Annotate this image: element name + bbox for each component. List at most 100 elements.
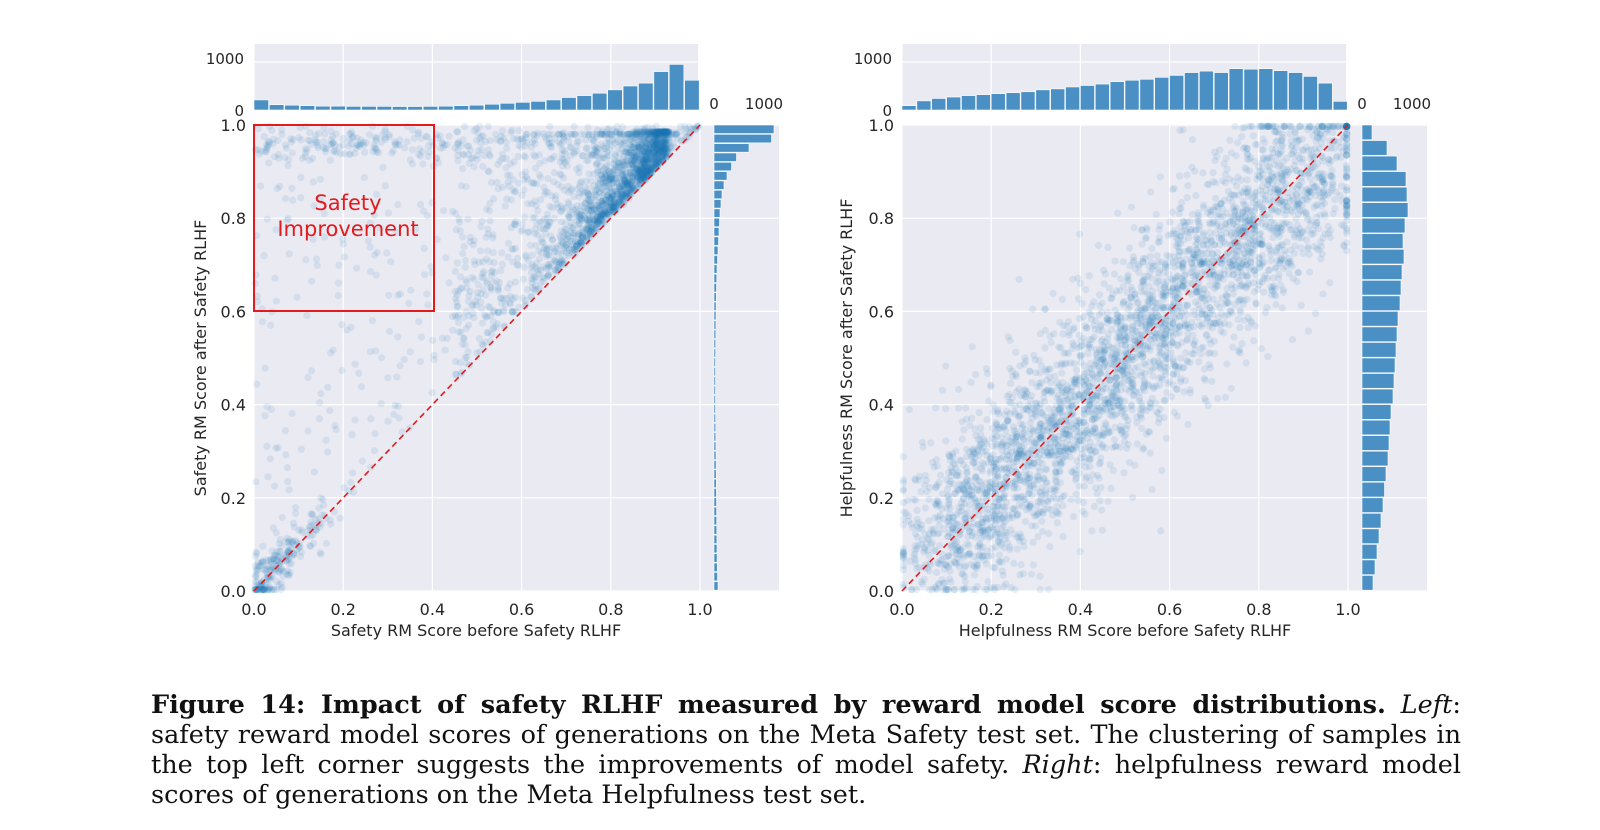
scatter-point — [510, 220, 518, 228]
scatter-point — [596, 210, 604, 218]
scatter-point — [605, 204, 613, 212]
scatter-point — [478, 132, 486, 141]
scatter-point — [256, 182, 264, 190]
scatter-point — [627, 158, 635, 166]
scatter-point — [1180, 388, 1188, 396]
scatter-point — [479, 258, 487, 266]
scatter-point — [583, 216, 591, 224]
scatter-point — [596, 184, 604, 192]
scatter-point — [548, 192, 556, 200]
scatter-point — [622, 149, 630, 157]
scatter-point — [1166, 218, 1174, 226]
scatter-point — [463, 353, 471, 361]
scatter-point — [600, 206, 608, 214]
scatter-point — [259, 586, 267, 594]
scatter-point — [605, 175, 613, 183]
scatter-point — [555, 130, 563, 138]
scatter-point — [641, 139, 649, 147]
scatter-point — [651, 134, 660, 142]
scatter-point — [502, 155, 510, 163]
scatter-point — [905, 405, 914, 414]
scatter-point — [309, 521, 318, 529]
scatter-point — [1126, 244, 1134, 252]
scatter-point — [651, 151, 659, 159]
scatter-point — [620, 182, 629, 190]
scatter-point — [1230, 333, 1238, 341]
scatter-point — [464, 150, 472, 159]
scatter-point — [293, 293, 301, 301]
scatter-point — [515, 127, 523, 135]
right-hist-bar — [713, 394, 716, 405]
scatter-point — [544, 272, 552, 281]
scatter-point — [645, 149, 653, 157]
scatter-point — [486, 217, 494, 225]
scatter-point — [316, 549, 324, 557]
scatter-point — [631, 164, 639, 172]
scatter-point — [528, 251, 536, 259]
scatter-point — [264, 562, 272, 570]
scatter-point — [576, 179, 584, 187]
scatter-point — [573, 165, 581, 173]
scatter-point — [451, 370, 460, 378]
scatter-point — [478, 273, 486, 281]
scatter-point — [366, 243, 374, 251]
scatter-point — [1007, 379, 1015, 387]
scatter-point — [557, 234, 565, 242]
scatter-point — [273, 184, 281, 193]
right-hist-bar — [713, 553, 718, 563]
scatter-point — [661, 128, 669, 136]
scatter-point — [321, 145, 329, 153]
right-hist-bar — [713, 329, 717, 339]
scatter-point — [487, 312, 495, 320]
scatter-point — [452, 371, 460, 379]
scatter-point — [970, 571, 979, 579]
scatter-point — [942, 437, 950, 445]
scatter-point — [382, 125, 390, 134]
scatter-point — [536, 284, 544, 292]
scatter-point — [622, 181, 630, 189]
scatter-point — [675, 128, 683, 136]
scatter-point — [664, 140, 672, 148]
scatter-point — [403, 122, 411, 130]
scatter-point — [255, 584, 263, 592]
scatter-point — [660, 130, 668, 138]
scatter-point — [654, 128, 662, 136]
scatter-point — [564, 133, 572, 141]
scatter-point — [557, 241, 565, 249]
scatter-point — [1319, 290, 1327, 298]
scatter-point — [1233, 139, 1242, 147]
right-hist-bar — [713, 292, 717, 302]
scatter-point — [643, 149, 651, 158]
scatter-point — [521, 142, 529, 150]
scatter-point — [1046, 543, 1054, 551]
scatter-point — [647, 166, 655, 174]
scatter-point — [440, 207, 448, 215]
top-hist-bar — [1184, 72, 1199, 111]
scatter-point — [258, 318, 267, 326]
scatter-point — [261, 586, 269, 594]
scatter-point — [527, 179, 535, 187]
scatter-point — [632, 172, 640, 180]
scatter-point — [493, 178, 501, 186]
scatter-point — [1047, 339, 1055, 347]
scatter-point — [376, 224, 384, 232]
scatter-point — [610, 198, 618, 206]
scatter-point — [1249, 132, 1257, 140]
scatter-point — [336, 143, 344, 151]
scatter-point — [640, 135, 649, 143]
scatter-point — [641, 160, 649, 168]
scatter-point — [661, 128, 670, 136]
scatter-point — [316, 523, 324, 531]
scatter-point — [532, 201, 540, 209]
scatter-point — [652, 132, 661, 141]
scatter-point — [561, 260, 569, 268]
right-hist-bar — [713, 488, 717, 498]
scatter-point — [543, 214, 551, 222]
scatter-point — [653, 160, 661, 168]
scatter-point — [662, 135, 670, 143]
scatter-point — [640, 144, 649, 152]
scatter-point — [558, 155, 566, 163]
scatter-point — [645, 136, 653, 144]
scatter-point — [515, 303, 523, 311]
scatter-point — [405, 299, 413, 307]
